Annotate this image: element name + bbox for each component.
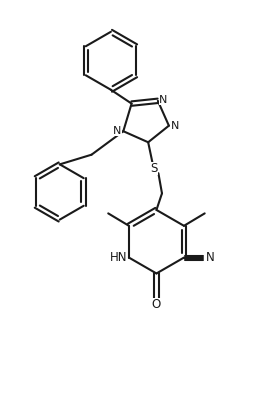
Text: S: S — [150, 162, 158, 175]
Text: N: N — [206, 251, 215, 264]
Text: N: N — [171, 121, 179, 131]
Text: N: N — [113, 126, 121, 135]
Text: O: O — [152, 298, 161, 311]
Text: N: N — [159, 95, 168, 105]
Text: HN: HN — [110, 251, 127, 264]
